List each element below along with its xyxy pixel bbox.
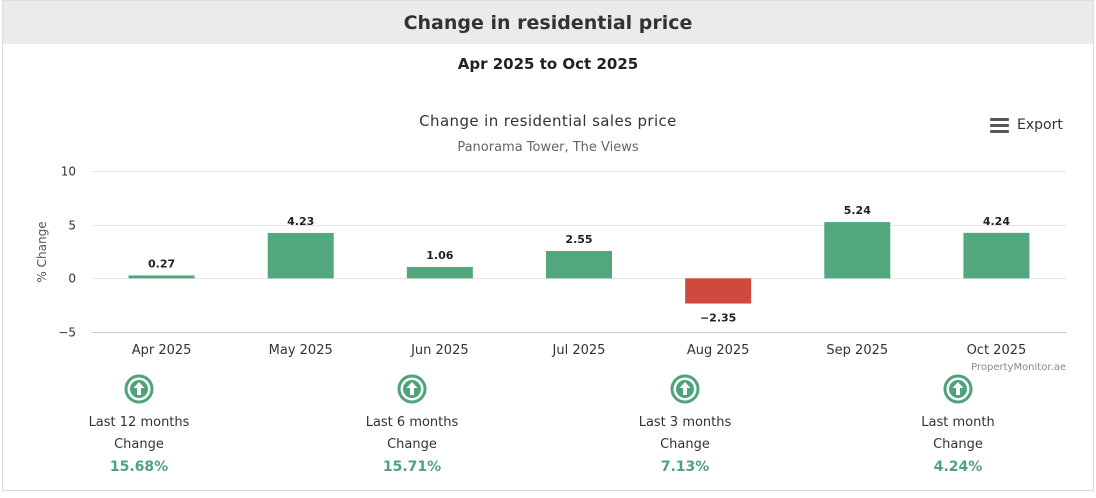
x-tick-labels: Apr 2025 May 2025 Jun 2025 Jul 2025 Aug 2025… — [132, 343, 1027, 358]
stat-period: Last 12 months — [88, 415, 190, 430]
data-label: 4.23 — [287, 215, 314, 228]
data-label: 5.24 — [844, 204, 871, 217]
x-tick-label: Oct 2025 — [967, 343, 1027, 358]
stat-last-month: Last month Change 4.24% — [878, 374, 1038, 478]
stat-last-12-months: Last 12 months Change 15.68% — [59, 374, 219, 478]
stat-value: 15.68% — [109, 459, 169, 475]
stat-last-6-months: Last 6 months Change 15.71% — [332, 374, 492, 478]
y-tick-label: 10 — [61, 165, 76, 179]
stat-caption: Change — [660, 437, 710, 452]
stats-row: Last 12 months Change 15.68% Last 6 mont… — [0, 374, 1096, 484]
arrow-up-circle-icon — [670, 374, 700, 404]
chart-subtitle: Panorama Tower, The Views — [457, 140, 639, 155]
stat-value: 15.71% — [382, 459, 442, 475]
data-label: 1.06 — [426, 249, 453, 262]
y-tick-label: 5 — [68, 219, 76, 233]
chart-credit[interactable]: PropertyMonitor.ae — [971, 362, 1066, 373]
hamburger-menu-icon — [990, 117, 1009, 133]
bar — [546, 250, 612, 279]
stat-period: Last month — [921, 415, 995, 430]
grid-lines — [92, 171, 1066, 333]
stat-caption: Change — [114, 437, 164, 452]
export-button[interactable]: Export — [990, 116, 1063, 134]
chart-title: Change in residential sales price — [419, 112, 677, 130]
y-axis-label: % Change — [35, 221, 49, 282]
data-label: 0.27 — [148, 257, 175, 270]
x-tick-label: May 2025 — [269, 343, 333, 358]
arrow-up-circle-icon — [397, 374, 427, 404]
x-tick-label: Jul 2025 — [552, 343, 606, 358]
stat-period: Last 6 months — [365, 415, 459, 430]
stat-period: Last 3 months — [638, 415, 732, 430]
x-tick-label: Sep 2025 — [826, 343, 888, 358]
data-labels: 0.27 4.23 1.06 2.55 −2.35 5.24 4.24 — [148, 204, 1010, 324]
bar — [685, 278, 752, 304]
stat-value: 7.13% — [660, 459, 710, 475]
y-tick-label: 0 — [68, 272, 76, 286]
bars — [128, 222, 1030, 304]
stat-value: 4.24% — [933, 459, 983, 475]
data-label: 4.24 — [983, 215, 1010, 228]
arrow-up-circle-icon — [943, 374, 973, 404]
x-tick-label: Apr 2025 — [132, 343, 192, 358]
data-label: 2.55 — [565, 233, 592, 246]
stat-last-3-months: Last 3 months Change 7.13% — [605, 374, 765, 478]
bar — [824, 222, 891, 279]
bar — [128, 275, 195, 279]
bar — [406, 266, 473, 279]
page-title: Change in residential price — [403, 11, 693, 34]
bar — [267, 232, 334, 279]
bar — [963, 232, 1030, 279]
data-label: −2.35 — [700, 312, 736, 325]
export-label: Export — [1017, 117, 1063, 133]
x-tick-label: Jun 2025 — [410, 343, 469, 358]
y-tick-label: −5 — [58, 326, 76, 340]
stat-caption: Change — [387, 437, 437, 452]
x-tick-label: Aug 2025 — [687, 343, 750, 358]
arrow-up-circle-icon — [124, 374, 154, 404]
period-label: Apr 2025 to Oct 2025 — [457, 55, 639, 73]
stat-caption: Change — [933, 437, 983, 452]
panel-header: Change in residential price — [3, 1, 1093, 44]
y-tick-labels: −5 0 5 10 — [58, 165, 76, 340]
